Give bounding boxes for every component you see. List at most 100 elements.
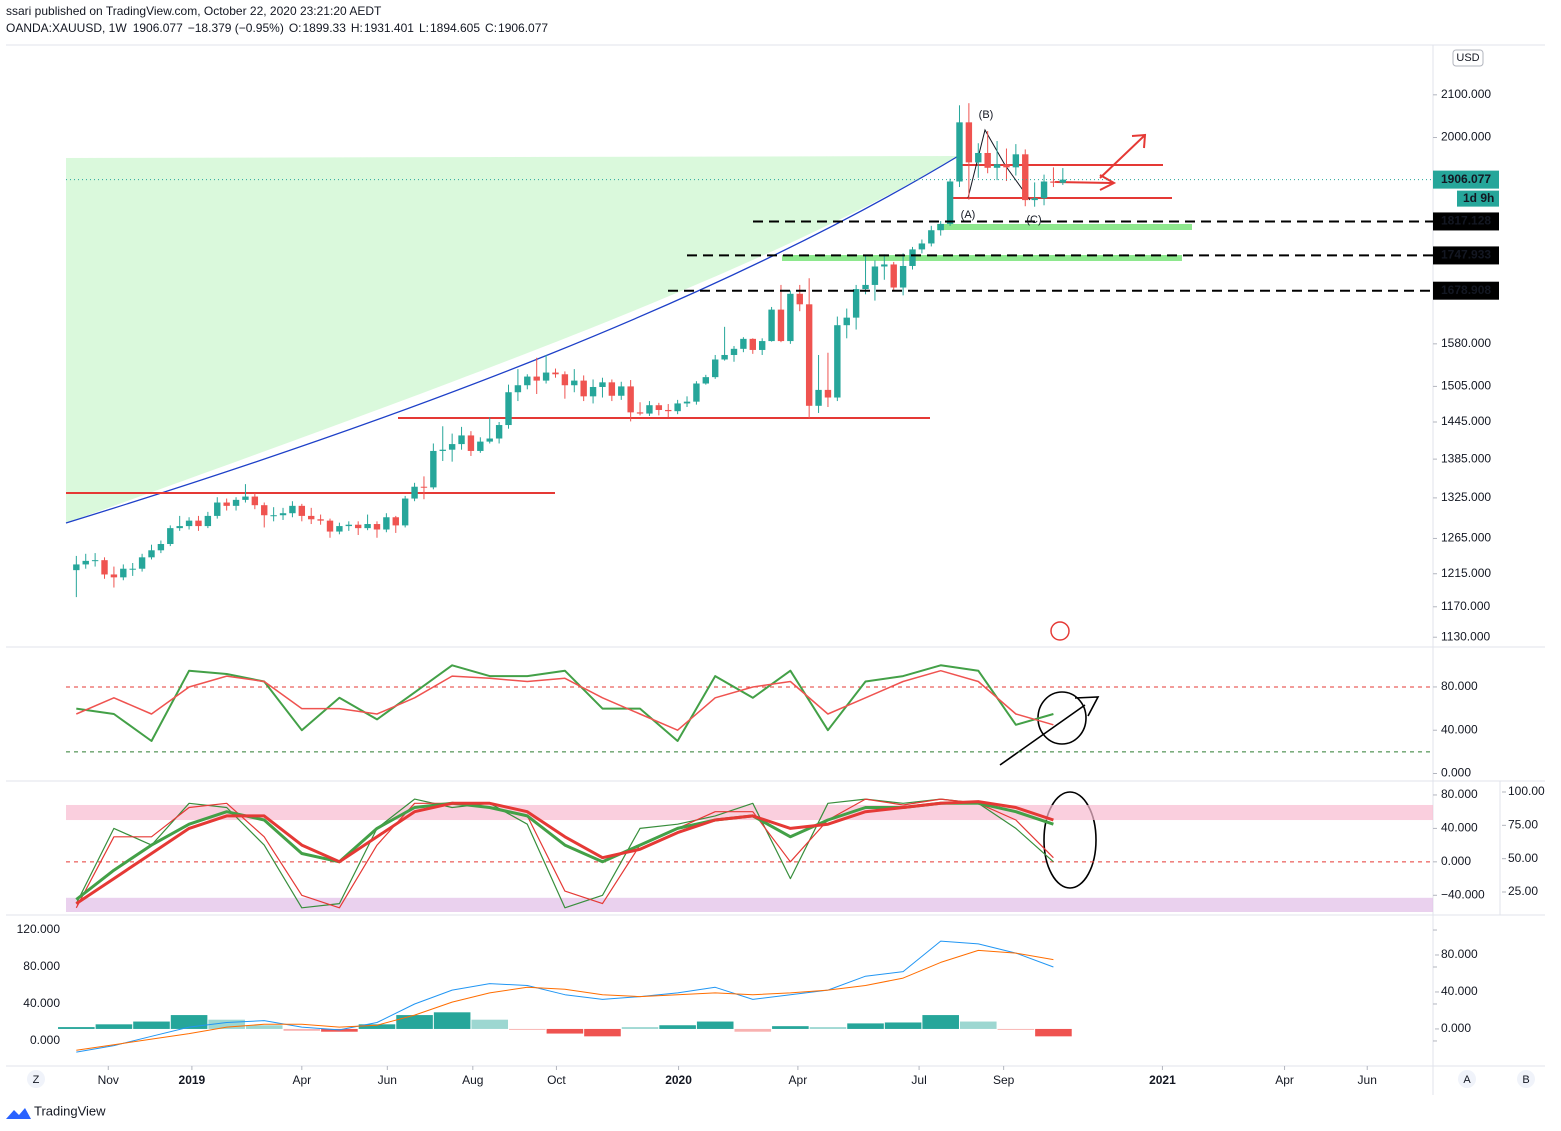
histogram-bar bbox=[696, 1021, 734, 1029]
y-tick-label: 40.000 bbox=[23, 996, 60, 1010]
button[interactable] bbox=[27, 1070, 45, 1088]
y-tick-label: 1505.000 bbox=[1441, 379, 1491, 393]
candle-body bbox=[167, 528, 174, 544]
indicator-line bbox=[76, 940, 1054, 1053]
candle-body bbox=[1022, 154, 1029, 201]
button-label: B bbox=[1522, 1074, 1529, 1086]
candle-body bbox=[279, 513, 287, 516]
handdrawn-arrow bbox=[999, 696, 1100, 766]
y2-tick-label: 100.00 bbox=[1508, 784, 1545, 798]
candle-body bbox=[270, 515, 277, 517]
currency-badge[interactable] bbox=[1452, 49, 1484, 67]
logo[interactable]: TradingView bbox=[34, 1103, 106, 1118]
histogram-bar bbox=[734, 1028, 772, 1032]
candle-body bbox=[993, 164, 1001, 168]
histogram-bar bbox=[433, 1012, 471, 1029]
candle-body bbox=[571, 380, 578, 386]
candle-body bbox=[805, 304, 813, 406]
candle-body bbox=[608, 382, 616, 396]
candle-body bbox=[599, 382, 606, 387]
candle-body bbox=[73, 564, 80, 571]
drawings bbox=[66, 133, 1172, 494]
level-label: 1678.908 bbox=[1441, 283, 1491, 297]
candle-body bbox=[411, 486, 418, 499]
candle-body bbox=[289, 505, 296, 514]
candle-body bbox=[627, 386, 634, 413]
candle-body bbox=[448, 444, 456, 450]
x-tick-label: Sep bbox=[993, 1073, 1015, 1087]
y-tick-label: 1325.000 bbox=[1441, 490, 1491, 504]
header-field: 1894.605 bbox=[430, 21, 480, 35]
level-badge bbox=[1433, 281, 1499, 300]
candle-body bbox=[928, 230, 935, 244]
candle-body bbox=[580, 380, 587, 397]
candle-body bbox=[458, 435, 465, 445]
candle-body bbox=[721, 354, 728, 360]
candle-body bbox=[317, 519, 324, 521]
y2-tick-label: 0.000 bbox=[1441, 1021, 1471, 1035]
candle-body bbox=[589, 386, 597, 397]
candle-body bbox=[1040, 181, 1048, 199]
y-tick-label: 80.000 bbox=[1441, 787, 1478, 801]
header-field: O: bbox=[289, 21, 302, 35]
y-tick-label: 2000.000 bbox=[1441, 130, 1491, 144]
histogram-bar bbox=[584, 1028, 621, 1037]
candle-body bbox=[702, 377, 710, 384]
candle-body bbox=[101, 560, 108, 575]
level-label: 1817.128 bbox=[1441, 214, 1491, 228]
band bbox=[66, 804, 1433, 821]
candle-body bbox=[984, 152, 991, 168]
green-zone bbox=[66, 156, 960, 523]
candle-body bbox=[354, 524, 362, 529]
x-tick-label: Jun bbox=[1358, 1073, 1377, 1087]
y-tick-label: 2100.000 bbox=[1441, 87, 1491, 101]
level-label: 1747.933 bbox=[1441, 248, 1491, 262]
candle-body bbox=[373, 524, 381, 530]
indicator-line bbox=[76, 664, 1054, 742]
candle-body bbox=[796, 293, 803, 305]
event-icon[interactable] bbox=[1050, 621, 1070, 641]
candle-body bbox=[890, 264, 897, 288]
header-field: L: bbox=[419, 21, 429, 35]
x-tick-label: Apr bbox=[292, 1073, 311, 1087]
histogram-bar bbox=[959, 1021, 997, 1029]
band bbox=[66, 897, 1433, 912]
level-badge bbox=[1433, 246, 1499, 265]
histogram-bar bbox=[884, 1022, 922, 1029]
candle-body bbox=[91, 560, 99, 562]
candle-body bbox=[232, 499, 240, 506]
button-label: A bbox=[1463, 1074, 1471, 1086]
button[interactable] bbox=[1458, 1070, 1476, 1088]
x-tick-label: 2020 bbox=[665, 1073, 692, 1087]
histogram-bar bbox=[58, 1027, 95, 1029]
candle-body bbox=[1031, 198, 1038, 201]
histogram-bar bbox=[170, 1015, 208, 1029]
candle-body bbox=[176, 526, 183, 529]
candle-body bbox=[824, 389, 832, 398]
candle-body bbox=[195, 520, 202, 527]
x-tick-label: Jun bbox=[378, 1073, 397, 1087]
button[interactable] bbox=[1517, 1070, 1535, 1088]
histogram-bar bbox=[546, 1028, 584, 1034]
candle-body bbox=[533, 376, 540, 381]
candle-body bbox=[665, 409, 672, 412]
candle-body bbox=[777, 309, 785, 342]
indicator-line bbox=[75, 800, 1054, 905]
candle-body bbox=[965, 122, 973, 163]
candle-body bbox=[881, 264, 888, 267]
currency: USD bbox=[1456, 52, 1479, 64]
handdrawn bbox=[999, 691, 1100, 889]
y-tick-label: 1215.000 bbox=[1441, 566, 1491, 580]
candle-body bbox=[730, 348, 738, 355]
y-tick-label: 0.000 bbox=[30, 1033, 60, 1047]
candle-body bbox=[758, 341, 766, 350]
candle-body bbox=[843, 317, 850, 326]
x-tick-label: Apr bbox=[789, 1073, 808, 1087]
frame bbox=[6, 44, 1545, 1095]
candle-body bbox=[815, 389, 822, 406]
header-field: 1899.33 bbox=[303, 21, 347, 35]
candle-body bbox=[401, 498, 409, 526]
histogram-bar bbox=[245, 1025, 283, 1029]
candle-body bbox=[242, 496, 249, 500]
